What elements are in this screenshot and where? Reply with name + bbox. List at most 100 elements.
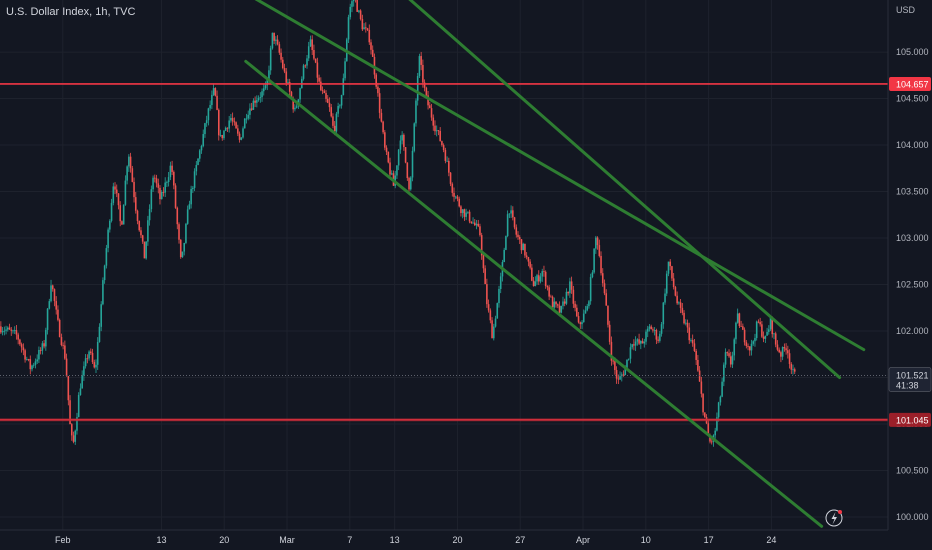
candle xyxy=(281,56,284,70)
candle xyxy=(355,0,356,3)
candle xyxy=(20,342,23,353)
candle-body xyxy=(702,393,704,413)
candle-body xyxy=(453,192,455,197)
candle xyxy=(143,241,146,259)
candle-body xyxy=(591,272,594,278)
lightning-icon[interactable] xyxy=(825,509,843,527)
candle-body xyxy=(769,317,772,330)
candle-body xyxy=(20,344,23,348)
candle xyxy=(13,326,16,334)
candle xyxy=(513,216,516,230)
time-tick-label: 20 xyxy=(452,535,462,545)
candle-body xyxy=(505,236,507,250)
candle xyxy=(51,284,54,292)
candle-body xyxy=(738,313,741,327)
candle xyxy=(27,358,30,362)
candle xyxy=(461,209,464,219)
candle xyxy=(389,157,391,177)
candle xyxy=(339,104,341,109)
candle xyxy=(24,348,26,363)
candle-body xyxy=(295,106,298,108)
candle-body xyxy=(619,376,621,380)
candle-body xyxy=(456,196,459,199)
candle-body xyxy=(238,133,241,140)
candle-body xyxy=(109,220,111,230)
candle xyxy=(641,338,644,344)
candle-body xyxy=(695,350,697,360)
candle xyxy=(301,76,303,89)
candle xyxy=(584,305,587,314)
candle-body xyxy=(249,108,251,115)
candle-body xyxy=(131,168,134,182)
candle xyxy=(216,90,218,111)
candle-body xyxy=(332,116,334,126)
candle xyxy=(422,59,424,88)
candle-body xyxy=(475,223,478,226)
candle xyxy=(22,343,25,356)
candle-body xyxy=(269,48,272,71)
candle-body xyxy=(242,128,244,138)
candle-body xyxy=(451,183,454,193)
candle xyxy=(72,431,75,444)
candle xyxy=(544,270,547,289)
candle xyxy=(494,315,497,328)
candle xyxy=(742,323,744,331)
candle-body xyxy=(672,278,675,288)
candle-body xyxy=(548,287,550,297)
candle-body xyxy=(674,287,677,296)
candle xyxy=(740,320,742,327)
candle-body xyxy=(22,347,25,351)
candle xyxy=(121,220,123,225)
candle-body xyxy=(636,339,639,342)
candle-body xyxy=(491,320,493,339)
candle xyxy=(608,320,611,345)
candle xyxy=(164,177,166,197)
candle-body xyxy=(612,360,614,362)
candle xyxy=(200,144,203,154)
candle xyxy=(691,334,694,347)
candle-body xyxy=(437,130,440,132)
candle xyxy=(401,131,403,145)
price-tick-label: 103.000 xyxy=(896,233,929,243)
candle xyxy=(667,261,670,277)
candle-body xyxy=(584,310,587,314)
candle-body xyxy=(266,80,269,86)
candle-body xyxy=(181,251,184,258)
candle xyxy=(716,412,718,432)
candle-body xyxy=(729,356,732,365)
candle-body xyxy=(513,217,516,228)
candle-body xyxy=(544,271,547,287)
time-tick-label: 24 xyxy=(766,535,776,545)
candle-body xyxy=(496,303,499,319)
candle xyxy=(188,200,191,210)
candle xyxy=(408,176,410,192)
candle-body xyxy=(427,95,429,106)
candle xyxy=(527,256,530,267)
candle xyxy=(356,0,358,12)
time-tick-label: Feb xyxy=(55,535,71,545)
price-tick-label: 100.000 xyxy=(896,512,929,522)
candle xyxy=(46,308,49,335)
candle-body xyxy=(627,358,630,360)
candle xyxy=(589,273,592,305)
candle-body xyxy=(579,322,582,325)
candle xyxy=(470,221,473,224)
candle-body xyxy=(223,130,225,139)
candle-body xyxy=(543,271,545,272)
candle-body xyxy=(185,223,187,243)
candle xyxy=(484,265,486,285)
candle-body xyxy=(3,330,6,332)
candle-body xyxy=(396,165,398,176)
candle xyxy=(171,160,173,176)
candle xyxy=(179,239,182,259)
candle-body xyxy=(202,134,205,146)
candle-body xyxy=(596,237,599,246)
candle xyxy=(702,393,704,416)
candle xyxy=(205,115,208,127)
candle-body xyxy=(240,137,243,140)
candle-body xyxy=(304,65,307,67)
candle xyxy=(392,170,395,186)
candle xyxy=(743,327,746,346)
